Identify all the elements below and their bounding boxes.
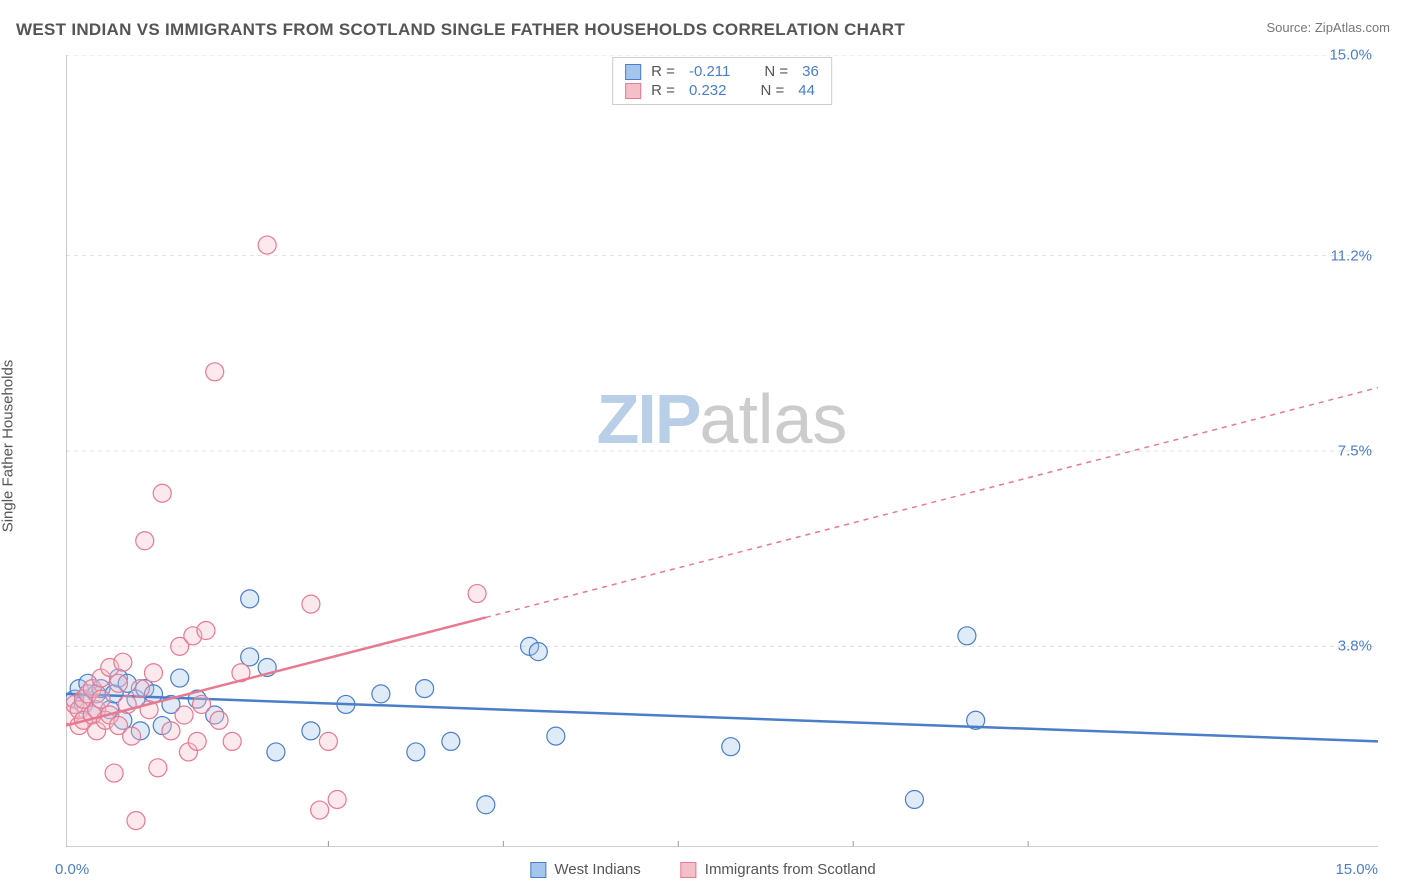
legend-item: West Indians	[530, 861, 640, 878]
n-label: N =	[760, 82, 784, 99]
legend-swatch	[625, 64, 641, 80]
r-label: R =	[651, 63, 675, 80]
correlation-stats-box: R = -0.211 N = 36 R = 0.232 N = 44	[612, 57, 832, 105]
stats-row: R = 0.232 N = 44	[625, 81, 819, 100]
scatter-plot: ZIPatlas R =-0.211N =36R =0.232N =44 3.8…	[66, 55, 1378, 847]
legend-swatch	[530, 862, 546, 878]
legend-item: Immigrants from Scotland	[681, 861, 876, 878]
r-value: -0.211	[689, 63, 730, 80]
source-attribution: Source: ZipAtlas.com	[1266, 20, 1390, 35]
chart-title: WEST INDIAN VS IMMIGRANTS FROM SCOTLAND …	[16, 20, 905, 40]
r-label: R =	[651, 82, 675, 99]
y-tick-label: 15.0%	[1329, 47, 1372, 64]
stats-row: R = -0.211 N = 36	[625, 62, 819, 81]
n-value: 36	[802, 63, 819, 80]
legend-label: Immigrants from Scotland	[705, 861, 876, 878]
x-axis-max-label: 15.0%	[1335, 861, 1378, 878]
bottom-legend: West Indians Immigrants from Scotland	[530, 861, 875, 878]
x-axis-min-label: 0.0%	[55, 861, 89, 878]
n-label: N =	[764, 63, 788, 80]
y-tick-label: 3.8%	[1338, 638, 1372, 655]
n-value: 44	[798, 82, 815, 99]
r-value: 0.232	[689, 82, 727, 99]
y-tick-label: 7.5%	[1338, 443, 1372, 460]
legend-swatch	[681, 862, 697, 878]
y-tick-label: 11.2%	[1331, 247, 1372, 264]
y-axis-label: Single Father Households	[0, 360, 17, 533]
legend-swatch	[625, 83, 641, 99]
legend-label: West Indians	[554, 861, 640, 878]
chart-container: ZIPatlas R =-0.211N =36R =0.232N =44 3.8…	[48, 55, 1378, 847]
